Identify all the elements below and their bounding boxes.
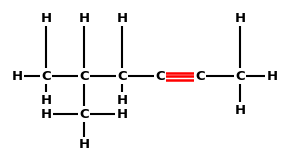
Text: H: H bbox=[116, 108, 128, 120]
Text: H: H bbox=[234, 12, 245, 24]
Text: H: H bbox=[79, 12, 90, 24]
Text: C: C bbox=[79, 69, 89, 82]
Text: H: H bbox=[40, 12, 51, 24]
Text: H: H bbox=[79, 139, 90, 151]
Text: H: H bbox=[116, 12, 128, 24]
Text: C: C bbox=[155, 69, 165, 82]
Text: H: H bbox=[116, 94, 128, 106]
Text: C: C bbox=[41, 69, 51, 82]
Text: H: H bbox=[266, 69, 278, 82]
Text: H: H bbox=[234, 104, 245, 117]
Text: H: H bbox=[11, 69, 22, 82]
Text: C: C bbox=[79, 108, 89, 120]
Text: C: C bbox=[117, 69, 127, 82]
Text: C: C bbox=[195, 69, 205, 82]
Text: H: H bbox=[40, 108, 51, 120]
Text: H: H bbox=[40, 94, 51, 106]
Text: C: C bbox=[235, 69, 245, 82]
